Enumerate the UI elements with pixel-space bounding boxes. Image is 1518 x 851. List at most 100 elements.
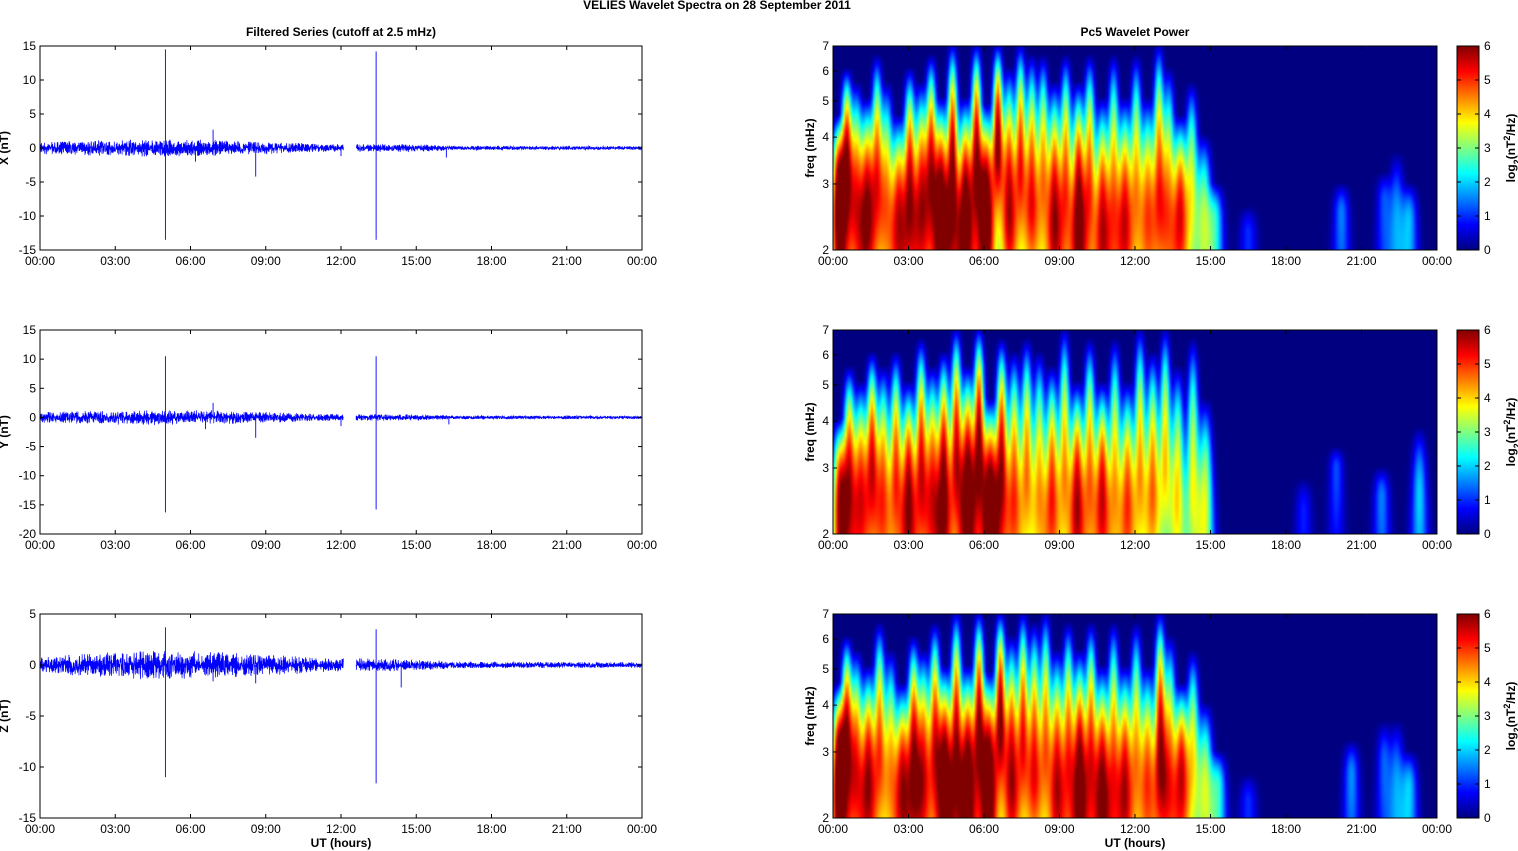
- x-tick-label: 21:00: [552, 822, 582, 836]
- panel-title: Pc5 Wavelet Power: [1081, 25, 1190, 39]
- x-tick-label: 12:00: [326, 254, 356, 268]
- colorbar-tick-label: 5: [1484, 641, 1491, 655]
- colorbar-label: log2(nT2/Hz): [1502, 398, 1518, 467]
- y-axis-label: X (nT): [0, 131, 11, 165]
- plot-area: [40, 330, 642, 534]
- y-tick-label: 5: [822, 662, 829, 676]
- y-axis-label: Y (nT): [0, 415, 11, 449]
- x-tick-label: 12:00: [326, 822, 356, 836]
- colorbar-tick-label: 6: [1484, 323, 1491, 337]
- y-tick-label: 2: [822, 527, 829, 541]
- panel-title: Filtered Series (cutoff at 2.5 mHz): [246, 25, 436, 39]
- y-tick-label: 3: [822, 461, 829, 475]
- x-tick-label: 06:00: [175, 538, 205, 552]
- y-tick-label: 6: [822, 64, 829, 78]
- x-tick-label: 00:00: [627, 822, 657, 836]
- x-tick-label: 00:00: [818, 538, 848, 552]
- x-tick-label: 18:00: [476, 538, 506, 552]
- x-tick-label: 09:00: [251, 538, 281, 552]
- x-tick-label: 09:00: [251, 822, 281, 836]
- wavelet-power-heatmap: [833, 330, 1437, 534]
- y-tick-label: -20: [19, 527, 37, 541]
- series-y-panel: -20 -15 -10 -5 0 5 10 15 00:00 03:00 06:00 09:00 12:…: [0, 323, 657, 552]
- y-tick-label: 15: [23, 39, 37, 53]
- y-tick-label: -5: [25, 440, 36, 454]
- colorbar-tick-label: 4: [1484, 107, 1491, 121]
- colorbar-tick-label: 0: [1484, 243, 1491, 257]
- colorbar-tick-label: 1: [1484, 493, 1491, 507]
- x-tick-label: 15:00: [1195, 822, 1225, 836]
- y-tick-label: -5: [25, 175, 36, 189]
- colorbar-tick-label: 5: [1484, 357, 1491, 371]
- series-z-panel: -15 -10 -5 0 5 00:00 03:00 06:00 09:00 12:00 15:00…: [0, 607, 657, 850]
- y-tick-label: -15: [19, 243, 37, 257]
- y-tick-label: 6: [822, 348, 829, 362]
- x-tick-label: 15:00: [1195, 254, 1225, 268]
- x-tick-label: 00:00: [25, 254, 55, 268]
- wavelet-power-heatmap: [833, 614, 1437, 818]
- y-tick-label: -15: [19, 811, 37, 825]
- x-tick-label: 15:00: [401, 538, 431, 552]
- figure-title: VELIES Wavelet Spectra on 28 September 2…: [583, 0, 851, 12]
- y-tick-label: 3: [822, 177, 829, 191]
- x-tick-label: 12:00: [326, 538, 356, 552]
- colorbar-tick-label: 1: [1484, 777, 1491, 791]
- colorbar-tick-label: 6: [1484, 39, 1491, 53]
- y-tick-label: 7: [822, 323, 829, 337]
- y-tick-label: 5: [29, 381, 36, 395]
- y-tick-label: 0: [29, 410, 36, 424]
- y-tick-label: 3: [822, 745, 829, 759]
- y-tick-label: 4: [822, 698, 829, 712]
- y-tick-label: -10: [19, 209, 37, 223]
- power-x-panel: 2 3 4 5 6 7 00:00 03:00 06:00 09:00 12:00 15:00 18:0…: [803, 25, 1518, 268]
- colorbar-tick-label: 1: [1484, 209, 1491, 223]
- power-z-panel: 2 3 4 5 6 7 00:00 03:00 06:00 09:00 12:00 15:00 18:0…: [803, 607, 1518, 850]
- x-tick-label: 21:00: [552, 538, 582, 552]
- y-axis-label: freq (mHz): [803, 118, 817, 177]
- y-tick-label: -15: [19, 498, 37, 512]
- colorbar-tick-label: 4: [1484, 675, 1491, 689]
- colorbar-tick-label: 2: [1484, 459, 1491, 473]
- y-tick-label: 2: [822, 811, 829, 825]
- x-tick-label: 18:00: [476, 254, 506, 268]
- y-tick-label: -10: [19, 469, 37, 483]
- x-tick-label: 03:00: [893, 822, 923, 836]
- x-tick-label: 03:00: [100, 822, 130, 836]
- y-axis-label: freq (mHz): [803, 402, 817, 461]
- x-tick-label: 00:00: [627, 538, 657, 552]
- y-tick-label: 10: [23, 73, 37, 87]
- series-trace: [39, 410, 643, 426]
- y-tick-label: 5: [29, 607, 36, 621]
- x-tick-label: 12:00: [1120, 254, 1150, 268]
- colorbar-tick-label: 3: [1484, 425, 1491, 439]
- x-tick-label: 09:00: [1044, 254, 1074, 268]
- colorbar-label: log2(nT2/Hz): [1502, 682, 1518, 751]
- series-x-panel: -15 -10 -5 0 5 10 15 00:00 03:00 06:00 09:00 12:00 1…: [0, 25, 657, 268]
- x-tick-label: 21:00: [1346, 538, 1376, 552]
- wavelet-power-heatmap: [833, 46, 1437, 250]
- colorbar-tick-label: 4: [1484, 391, 1491, 405]
- x-tick-label: 12:00: [1120, 822, 1150, 836]
- x-tick-label: 03:00: [893, 254, 923, 268]
- x-tick-label: 03:00: [100, 254, 130, 268]
- x-tick-label: 03:00: [893, 538, 923, 552]
- x-tick-label: 18:00: [476, 822, 506, 836]
- y-tick-label: 4: [822, 130, 829, 144]
- x-tick-label: 18:00: [1271, 538, 1301, 552]
- colorbar-tick-label: 6: [1484, 607, 1491, 621]
- x-tick-label: 00:00: [1422, 822, 1452, 836]
- x-tick-label: 09:00: [251, 254, 281, 268]
- colorbar-tick-label: 0: [1484, 811, 1491, 825]
- y-axis-label: Z (nT): [0, 699, 11, 732]
- colorbar-tick-label: 2: [1484, 743, 1491, 757]
- y-tick-label: -10: [19, 760, 37, 774]
- x-tick-label: 21:00: [552, 254, 582, 268]
- y-axis-label: freq (mHz): [803, 686, 817, 745]
- x-axis-label: UT (hours): [311, 836, 372, 850]
- x-tick-label: 06:00: [969, 254, 999, 268]
- colorbar-label: log2(nT2/Hz): [1502, 114, 1518, 183]
- y-tick-label: 2: [822, 243, 829, 257]
- y-tick-label: -5: [25, 709, 36, 723]
- x-tick-label: 06:00: [969, 822, 999, 836]
- x-axis-label: UT (hours): [1105, 836, 1166, 850]
